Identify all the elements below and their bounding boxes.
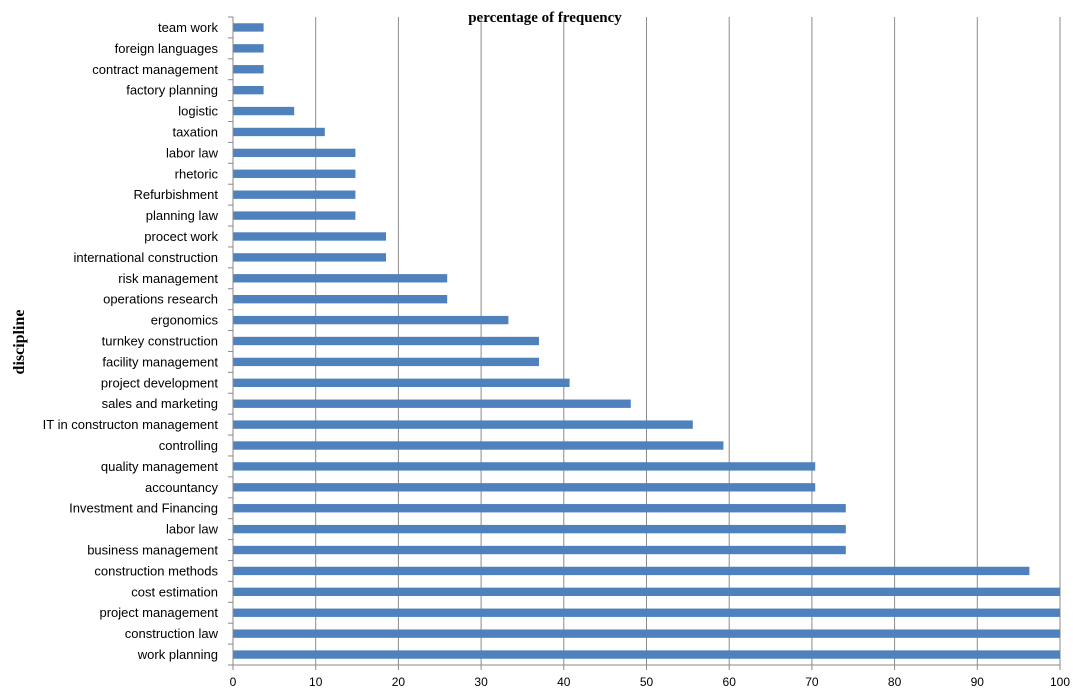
x-tick-label: 30 xyxy=(474,675,488,689)
x-tick-label: 100 xyxy=(1050,675,1070,689)
category-label: ergonomics xyxy=(151,313,219,328)
x-tick-label: 0 xyxy=(230,675,237,689)
bar xyxy=(233,650,1060,659)
bar xyxy=(233,295,448,304)
axes xyxy=(228,16,1061,670)
bar xyxy=(233,608,1060,617)
bar xyxy=(233,85,264,95)
bar xyxy=(233,106,295,116)
category-label: taxation xyxy=(172,124,218,139)
bar xyxy=(233,524,846,534)
bar xyxy=(233,504,846,513)
category-label: quality management xyxy=(101,459,218,474)
x-tick-label: 90 xyxy=(971,675,985,689)
category-label: international construction xyxy=(73,250,218,265)
bar xyxy=(233,23,264,32)
category-label: project development xyxy=(101,375,218,390)
category-label: operations research xyxy=(103,292,218,307)
bar xyxy=(233,315,509,325)
bar xyxy=(233,232,386,241)
category-label: Refurbishment xyxy=(133,187,218,202)
category-label: construction law xyxy=(125,626,219,641)
bar xyxy=(233,420,693,429)
bar xyxy=(233,462,816,471)
category-label: contract management xyxy=(92,62,218,77)
chart-title: percentage of frequency xyxy=(468,10,622,26)
bar xyxy=(233,65,264,74)
category-label: sales and marketing xyxy=(102,396,218,411)
category-label: foreign languages xyxy=(115,41,219,56)
x-tick-label: 50 xyxy=(640,675,654,689)
category-labels: team work foreign languages contract manag… xyxy=(43,20,219,662)
category-label: IT in constructon management xyxy=(43,417,219,432)
x-tick-label: 80 xyxy=(888,675,902,689)
x-tick-labels: 0 10 20 30 40 50 60 70 80 90 100 xyxy=(230,675,1071,689)
bars xyxy=(233,23,1060,659)
category-label: procect work xyxy=(144,229,218,244)
bar xyxy=(233,357,539,367)
category-label: labor law xyxy=(166,522,219,537)
category-label: cost estimation xyxy=(131,584,218,599)
category-label: risk management xyxy=(118,271,218,286)
category-label: project management xyxy=(99,605,218,620)
category-label: turnkey construction xyxy=(102,334,218,349)
category-label: construction methods xyxy=(94,563,218,578)
bar xyxy=(233,253,386,262)
x-tick-label: 70 xyxy=(805,675,819,689)
x-tick-label: 60 xyxy=(723,675,737,689)
gridlines xyxy=(315,17,1061,665)
bar xyxy=(233,190,356,199)
category-label: team work xyxy=(158,20,218,35)
bar xyxy=(233,44,264,53)
bar xyxy=(233,378,570,387)
bar xyxy=(233,399,631,408)
x-tick-label: 10 xyxy=(309,675,323,689)
category-label: facility management xyxy=(102,354,218,369)
x-tick-label: 40 xyxy=(557,675,571,689)
x-tick-label: 20 xyxy=(392,675,406,689)
bar xyxy=(233,127,325,137)
category-label: business management xyxy=(87,543,218,558)
bar xyxy=(233,545,846,555)
category-label: Investment and Financing xyxy=(69,501,218,516)
category-label: rhetoric xyxy=(175,166,219,181)
category-label: logistic xyxy=(178,104,218,119)
bar xyxy=(233,483,816,492)
category-label: factory planning xyxy=(126,83,218,98)
bar xyxy=(233,629,1060,638)
bar xyxy=(233,148,356,158)
y-axis-label: discipline xyxy=(11,310,28,375)
category-label: work planning xyxy=(137,647,218,662)
bar xyxy=(233,587,1060,597)
category-label: labor law xyxy=(166,145,219,160)
bar xyxy=(233,566,1030,576)
category-label: planning law xyxy=(146,208,219,223)
bar xyxy=(233,274,448,283)
category-label: controlling xyxy=(159,438,218,453)
bar xyxy=(233,441,724,450)
bar xyxy=(233,169,356,178)
bar xyxy=(233,336,539,346)
category-label: accountancy xyxy=(145,480,218,495)
bar xyxy=(233,211,356,220)
